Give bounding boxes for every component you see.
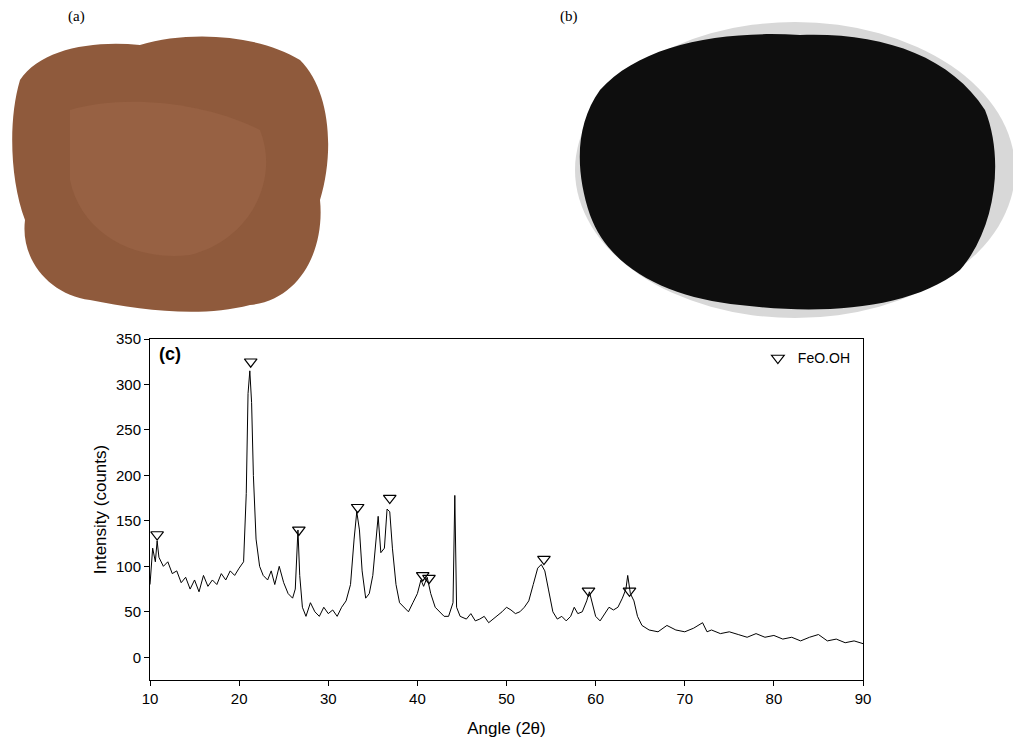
html-text:(b): (b): [560, 8, 578, 24]
svg-text:10: 10: [142, 690, 159, 707]
svg-text:150: 150: [116, 512, 141, 529]
svg-text:(c): (c): [159, 344, 181, 364]
svg-text:80: 80: [766, 690, 783, 707]
svg-text:200: 200: [116, 467, 141, 484]
svg-text:30: 30: [320, 690, 337, 707]
svg-text:350: 350: [116, 330, 141, 347]
svg-text:20: 20: [231, 690, 248, 707]
svg-text:Intensity (counts): Intensity (counts): [91, 445, 110, 574]
svg-text:90: 90: [855, 690, 872, 707]
svg-text:40: 40: [409, 690, 426, 707]
svg-text:50: 50: [124, 603, 141, 620]
svg-text:60: 60: [587, 690, 604, 707]
svg-text:250: 250: [116, 421, 141, 438]
svg-text:Angle (2θ): Angle (2θ): [467, 719, 545, 738]
html-text:(a): (a): [68, 8, 85, 24]
svg-text:50: 50: [498, 690, 515, 707]
svg-text:0: 0: [133, 649, 141, 666]
svg-text:FeO.OH: FeO.OH: [798, 350, 850, 366]
svg-text:70: 70: [676, 690, 693, 707]
svg-text:100: 100: [116, 558, 141, 575]
svg-text:300: 300: [116, 376, 141, 393]
